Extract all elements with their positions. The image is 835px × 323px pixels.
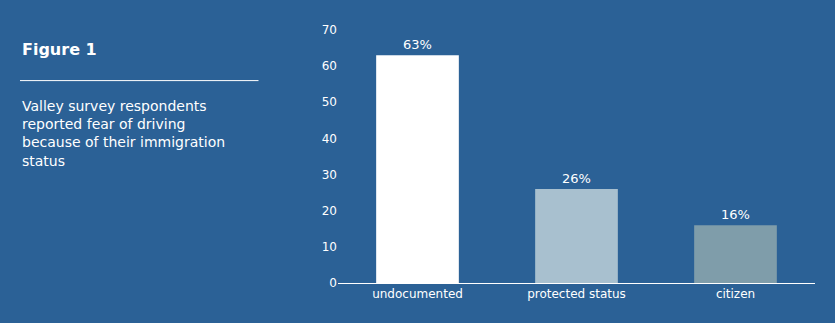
svg-text:60: 60 bbox=[322, 59, 337, 73]
svg-text:20: 20 bbox=[322, 204, 337, 218]
svg-text:16%: 16% bbox=[721, 207, 750, 222]
svg-text:63%: 63% bbox=[403, 37, 432, 52]
svg-text:Figure 1: Figure 1 bbox=[22, 40, 97, 59]
svg-text:50: 50 bbox=[322, 95, 337, 109]
svg-text:citizen: citizen bbox=[716, 287, 755, 301]
svg-text:protected status: protected status bbox=[527, 287, 626, 301]
svg-text:10: 10 bbox=[322, 240, 337, 254]
svg-text:70: 70 bbox=[322, 23, 337, 37]
svg-text:0: 0 bbox=[329, 276, 337, 290]
svg-text:undocumented: undocumented bbox=[372, 287, 463, 301]
svg-text:Valley survey respondentsrepor: Valley survey respondentsreported fear o… bbox=[22, 98, 225, 169]
svg-text:40: 40 bbox=[322, 132, 337, 146]
svg-text:30: 30 bbox=[322, 168, 337, 182]
svg-text:26%: 26% bbox=[562, 171, 591, 186]
